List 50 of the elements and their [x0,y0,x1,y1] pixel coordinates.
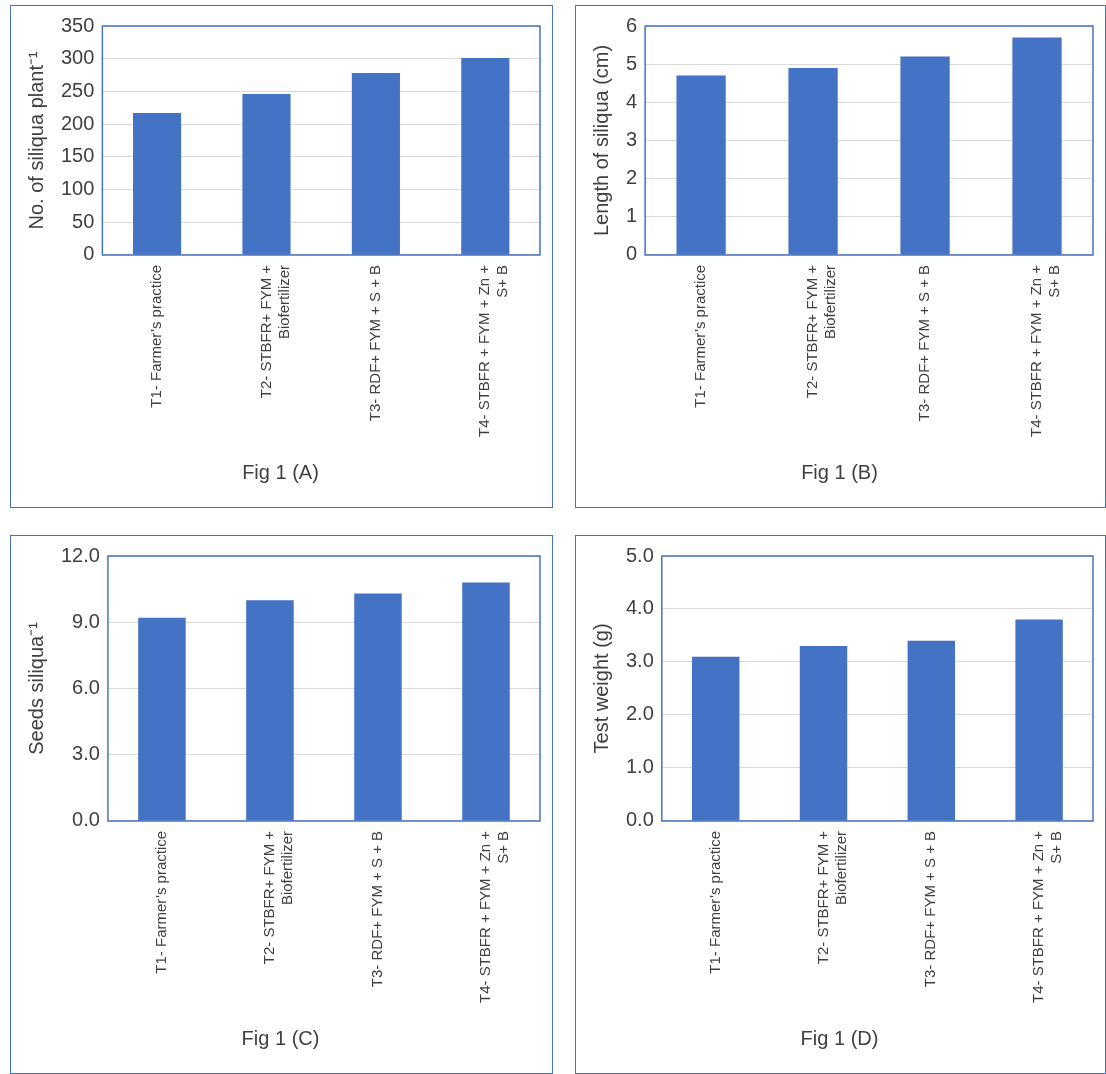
text: Fig 1 (D) [800,1026,879,1049]
y-axis-title: Test weight (g) [589,623,612,754]
x-tick-label: T2- STBFR+ FYM + Biofertilizer [813,830,849,965]
y-tick-label: 300 [60,46,95,69]
y-tick-label: 3.0 [625,649,654,672]
x-tick-label: T3- RDF+ FYM + S + B [915,264,933,422]
x-tick-label: T2- STBFR+ FYM + Biofertilizer [803,264,839,399]
y-tick-label: 3 [626,127,638,150]
x-tick-label: T4- STBFR + FYM + Zn + S+ B [476,830,512,1004]
y-tick-label: 2 [626,166,638,189]
y-tick-label: 100 [60,177,95,199]
y-tick-label: 6 [626,13,638,36]
y-tick-label: 1 [626,204,638,227]
y-tick-label: 50 [72,209,95,232]
text: Fig 1 (B) [801,460,878,483]
y-tick-label: 150 [60,144,95,167]
y-tick-label: 250 [60,78,95,101]
y-tick-label: 200 [60,111,95,134]
x-tick-label: T2- STBFR+ FYM + Biofertilizer [256,264,292,399]
x-tick-label: T2- STBFR+ FYM + Biofertilizer [260,830,296,965]
text: Fig 1 (A) [242,460,319,483]
x-tick-label: T3- RDF+ FYM + S + B [368,830,386,988]
x-tick-label: T4- STBFR + FYM + Zn + S+ B [1027,264,1063,438]
y-tick-label: 3.0 [72,742,100,765]
y-tick-label: 5.0 [625,543,654,566]
y-axis-title: No. of siliqua plant⁻¹ [24,51,47,230]
x-tick-label: T3- RDF+ FYM + S + B [366,264,384,422]
y-tick-label: 0 [626,242,638,265]
y-tick-label: 12.0 [60,543,100,566]
x-tick-label: T3- RDF+ FYM + S + B [921,830,939,988]
y-tick-label: 0.0 [625,808,654,831]
x-tick-label: T1- Farmer’s practice [705,830,723,974]
x-tick-label: T1- Farmer’s practice [691,264,709,408]
x-tick-label: T4- STBFR + FYM + Zn + S+ B [475,264,511,438]
x-tick-label: T4- STBFR + FYM + Zn + S+ B [1029,830,1065,1004]
y-axis-title: Seeds siliqua⁻¹ [24,621,47,755]
y-tick-label: 2.0 [625,702,654,725]
y-tick-label: 4.0 [625,596,654,619]
y-tick-label: 6.0 [72,675,100,698]
y-tick-label: 0 [83,242,95,265]
y-tick-label: 1.0 [625,755,654,778]
y-tick-label: 9.0 [72,609,100,632]
text: Fig 1 (C) [241,1026,320,1049]
y-tick-label: 5 [626,51,638,74]
x-tick-label: T1- Farmer’s practice [147,264,165,408]
y-axis-title: Length of siliqua (cm) [589,44,612,237]
x-tick-label: T1- Farmer’s practice [152,830,170,974]
y-tick-label: 4 [626,89,638,112]
y-tick-label: 350 [60,13,95,36]
y-tick-label: 0.0 [72,808,100,831]
